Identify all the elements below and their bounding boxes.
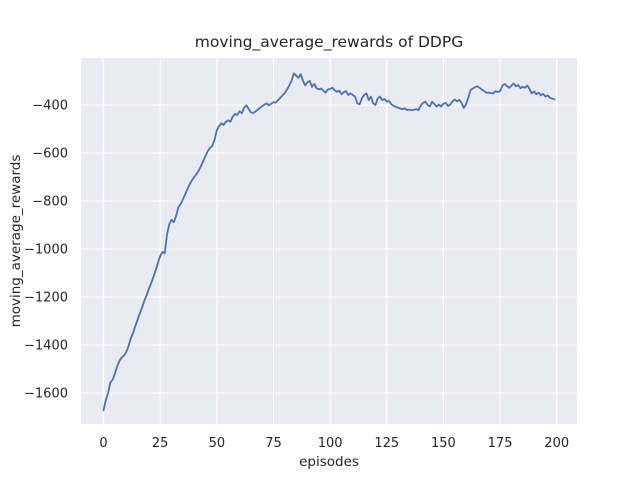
y-tick-label: −600 — [32, 147, 68, 162]
y-tick-label: −1400 — [24, 339, 68, 354]
y-axis-label: moving_average_rewards — [8, 154, 24, 328]
x-tick-label: 200 — [544, 436, 569, 451]
x-tick-label: 175 — [488, 436, 513, 451]
x-axis-label: episodes — [299, 454, 359, 470]
x-tick-label: 75 — [265, 436, 282, 451]
reward-curve — [102, 72, 556, 412]
x-tick-label: 100 — [318, 436, 343, 451]
y-tick-label: −1200 — [24, 291, 68, 306]
x-tick-label: 150 — [431, 436, 456, 451]
x-tick-label: 25 — [152, 436, 169, 451]
y-tick-label: −1600 — [24, 387, 68, 402]
y-tick-label: −1000 — [24, 243, 68, 258]
axes-background — [81, 58, 577, 424]
y-tick-label: −800 — [32, 195, 68, 210]
chart-title: moving_average_rewards of DDPG — [194, 33, 464, 51]
y-tick-label: −400 — [32, 99, 68, 114]
x-tick-label: 0 — [99, 436, 107, 451]
x-tick-label: 50 — [209, 436, 226, 451]
x-tick-label: 125 — [374, 436, 399, 451]
